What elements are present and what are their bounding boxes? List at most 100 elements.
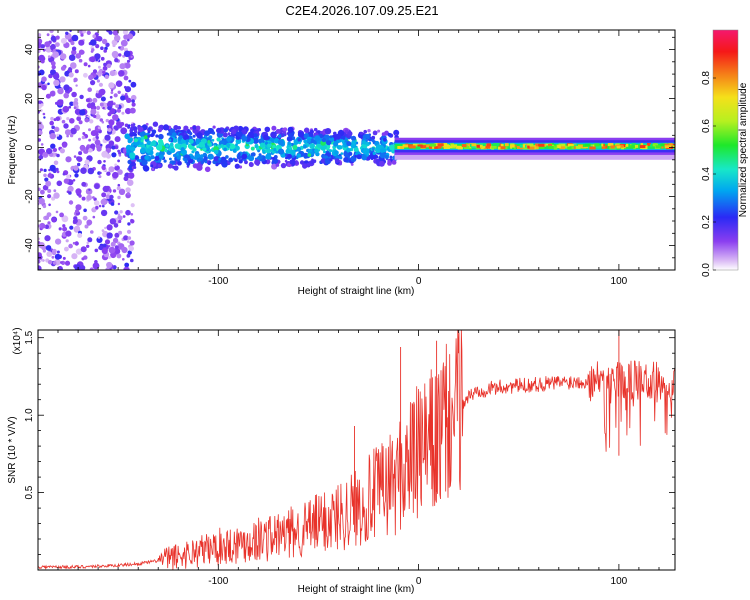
heatmap-cell <box>138 159 142 163</box>
heatmap-cell <box>504 143 509 147</box>
heatmap-cell <box>62 105 70 113</box>
heatmap-cell <box>87 64 91 68</box>
heatmap-cell <box>177 161 182 166</box>
heatmap-cell <box>559 146 565 150</box>
heatmap-cell <box>92 215 96 219</box>
heatmap-cell <box>117 159 120 163</box>
heatmap-cell <box>379 152 386 159</box>
heatmap-cell <box>110 241 116 247</box>
heatmap-cell <box>126 253 131 258</box>
heatmap-cell <box>114 232 120 238</box>
y-tick-label: 0 <box>24 144 35 150</box>
heatmap-cell <box>151 167 155 171</box>
x-tick-label: -100 <box>208 576 228 587</box>
heatmap-cell <box>537 145 545 149</box>
heatmap-cell <box>167 163 173 169</box>
heatmap-cell <box>88 148 93 153</box>
heatmap-cell <box>204 166 211 173</box>
heatmap-cell <box>522 144 525 148</box>
heatmap-cell <box>47 173 52 178</box>
heatmap-cell <box>128 57 132 61</box>
heatmap-cell <box>655 145 660 149</box>
heatmap-cell <box>115 104 119 108</box>
snr-series-line <box>38 330 675 570</box>
heatmap-cell <box>65 230 72 237</box>
heatmap-cell <box>333 131 337 136</box>
heatmap-cell <box>105 194 111 200</box>
heatmap-cell <box>478 143 483 147</box>
heatmap-cell <box>45 46 52 53</box>
heatmap-cell <box>533 146 539 150</box>
heatmap-cell <box>204 160 208 164</box>
snr-exponent-label: (x10⁴) <box>12 327 23 354</box>
heatmap-cell <box>92 34 96 38</box>
heatmap-cell <box>107 255 111 259</box>
heatmap-cell <box>141 136 145 140</box>
heatmap-cell <box>88 188 91 191</box>
heatmap-cell <box>220 144 224 148</box>
heatmap-cell <box>367 129 371 133</box>
heatmap-cell <box>128 79 132 83</box>
heatmap-cell <box>601 143 604 147</box>
heatmap-cell <box>114 136 121 143</box>
heatmap-cell <box>329 135 333 139</box>
heatmap-cell <box>169 157 172 161</box>
heatmap-cell <box>639 145 647 149</box>
heatmap-cell <box>43 173 47 178</box>
heatmap-cell <box>290 159 296 165</box>
heatmap-cell <box>120 122 125 126</box>
heatmap-cell <box>63 84 70 91</box>
heatmap-cell <box>130 123 134 127</box>
heatmap-cell <box>50 61 56 66</box>
heatmap-cell <box>123 75 129 81</box>
y-tick-label: 40 <box>24 44 35 56</box>
heatmap-cell <box>513 146 516 150</box>
heatmap-cell <box>222 132 228 138</box>
heatmap-cell <box>40 44 45 49</box>
heatmap-cell <box>108 246 116 254</box>
heatmap-cell <box>122 215 126 218</box>
heatmap-cell <box>53 79 60 87</box>
heatmap-cell <box>257 128 261 132</box>
heatmap-cell <box>38 123 44 131</box>
heatmap-cell <box>58 227 62 231</box>
heatmap-cell <box>202 147 207 152</box>
heatmap-cell <box>271 125 277 131</box>
heatmap-cell <box>130 213 134 216</box>
heatmap-cell <box>78 58 83 63</box>
heatmap-cell <box>68 105 72 109</box>
heatmap-cell <box>101 247 108 255</box>
heatmap-cell <box>270 131 277 139</box>
heatmap-cell <box>61 119 66 124</box>
heatmap-cell <box>72 241 76 245</box>
heatmap-cell <box>133 166 137 169</box>
heatmap-cell <box>129 240 135 246</box>
y-tick-label: -20 <box>24 189 35 204</box>
heatmap-cell <box>346 147 351 153</box>
heatmap-cell <box>107 112 112 117</box>
heatmap-cell <box>169 142 174 147</box>
heatmap-cell <box>125 187 131 193</box>
heatmap-cell <box>287 141 291 146</box>
spectrogram-x-label: Height of straight line (km) <box>298 286 415 297</box>
heatmap-cell <box>78 49 85 55</box>
heatmap-cell <box>307 153 312 157</box>
heatmap-cell <box>585 143 591 147</box>
heatmap-cell <box>38 237 41 241</box>
heatmap-cell <box>38 130 43 136</box>
heatmap-cell <box>124 123 129 128</box>
heatmap-cell <box>173 125 179 131</box>
heatmap-cell <box>482 143 486 147</box>
heatmap-cell <box>315 151 320 157</box>
heatmap-cell <box>173 138 178 143</box>
heatmap-cell <box>112 171 119 179</box>
heatmap-cell <box>280 162 287 169</box>
heatmap-cell <box>425 144 430 148</box>
figure-title: C2E4.2026.107.09.25.E21 <box>285 3 438 18</box>
heatmap-cell <box>234 158 238 162</box>
heatmap-cell <box>128 245 134 252</box>
heatmap-cell <box>114 58 119 63</box>
heatmap-cell <box>206 150 210 154</box>
heatmap-cell <box>259 142 265 148</box>
heatmap-cell <box>131 102 136 107</box>
